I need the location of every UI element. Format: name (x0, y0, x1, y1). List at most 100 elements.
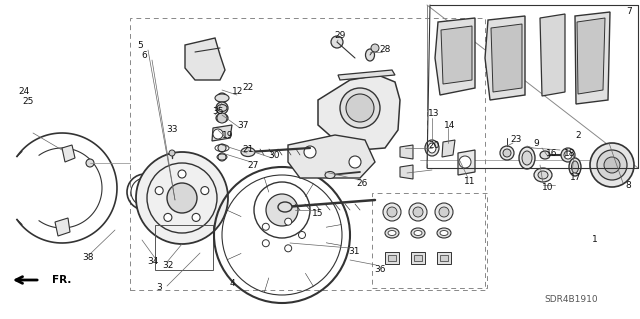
Text: 38: 38 (83, 254, 93, 263)
Ellipse shape (519, 147, 535, 169)
Polygon shape (400, 165, 413, 179)
Text: 14: 14 (444, 121, 456, 130)
Ellipse shape (569, 158, 581, 176)
Text: 27: 27 (247, 160, 259, 169)
Ellipse shape (365, 49, 374, 61)
Circle shape (459, 156, 471, 168)
Text: 31: 31 (348, 248, 360, 256)
Circle shape (218, 153, 226, 161)
Circle shape (435, 203, 453, 221)
Circle shape (383, 203, 401, 221)
Text: 3: 3 (156, 284, 162, 293)
Circle shape (340, 88, 380, 128)
Bar (155, 225, 213, 270)
Circle shape (192, 213, 200, 221)
Text: 20: 20 (428, 140, 440, 150)
Circle shape (262, 223, 269, 230)
Text: 12: 12 (232, 87, 244, 97)
Circle shape (218, 144, 226, 152)
Polygon shape (55, 218, 70, 236)
Ellipse shape (216, 114, 228, 122)
Text: 7: 7 (626, 8, 632, 17)
Ellipse shape (241, 147, 255, 157)
Ellipse shape (325, 172, 335, 179)
Ellipse shape (540, 151, 550, 159)
Circle shape (604, 157, 620, 173)
Circle shape (503, 149, 511, 157)
Text: 21: 21 (243, 145, 253, 154)
Polygon shape (62, 145, 75, 162)
Text: 34: 34 (147, 256, 159, 265)
Text: 22: 22 (243, 84, 253, 93)
Circle shape (86, 159, 94, 167)
Circle shape (597, 150, 627, 180)
Polygon shape (435, 18, 475, 95)
Circle shape (213, 129, 223, 139)
Bar (372, 193, 487, 288)
Text: 37: 37 (237, 121, 249, 130)
Text: 36: 36 (374, 265, 386, 275)
Circle shape (262, 240, 269, 247)
Bar (427, 5, 638, 168)
Text: 10: 10 (542, 183, 554, 192)
Bar (385, 252, 399, 264)
Text: 15: 15 (312, 209, 324, 218)
Text: SDR4B1910: SDR4B1910 (544, 295, 598, 305)
Ellipse shape (428, 143, 436, 153)
Ellipse shape (522, 151, 532, 165)
Circle shape (346, 94, 374, 122)
Polygon shape (485, 16, 525, 100)
Text: 11: 11 (464, 177, 476, 187)
Circle shape (590, 143, 634, 187)
Text: 17: 17 (570, 174, 582, 182)
Ellipse shape (217, 105, 227, 112)
Text: 33: 33 (166, 125, 178, 135)
Ellipse shape (278, 202, 292, 212)
Text: 23: 23 (510, 136, 522, 145)
Circle shape (387, 207, 397, 217)
Text: 1: 1 (592, 235, 598, 244)
Polygon shape (540, 14, 565, 96)
Circle shape (217, 113, 227, 123)
Circle shape (201, 187, 209, 195)
Bar (411, 252, 425, 264)
Circle shape (564, 151, 572, 159)
Ellipse shape (414, 231, 422, 235)
Bar (437, 252, 451, 264)
Polygon shape (441, 26, 472, 84)
Polygon shape (338, 70, 395, 80)
Circle shape (331, 36, 343, 48)
Text: FR.: FR. (52, 275, 72, 285)
Text: 18: 18 (564, 149, 576, 158)
Circle shape (561, 148, 575, 162)
Text: 26: 26 (356, 179, 368, 188)
Ellipse shape (425, 140, 439, 156)
Text: 29: 29 (334, 32, 346, 41)
Circle shape (217, 93, 227, 103)
Text: 16: 16 (547, 149, 557, 158)
Polygon shape (577, 18, 605, 94)
Ellipse shape (388, 231, 396, 235)
Bar (440, 255, 448, 261)
Ellipse shape (215, 94, 229, 102)
Circle shape (167, 183, 197, 213)
Bar (130, 18, 485, 290)
Circle shape (349, 156, 361, 168)
Polygon shape (575, 12, 610, 104)
Polygon shape (318, 75, 400, 150)
Text: 30: 30 (268, 151, 280, 160)
Circle shape (285, 218, 292, 225)
Text: 9: 9 (533, 138, 539, 147)
Text: 4: 4 (229, 278, 235, 287)
Circle shape (285, 245, 292, 252)
Bar (388, 255, 396, 261)
Circle shape (304, 146, 316, 158)
Text: 19: 19 (222, 130, 234, 139)
Text: 35: 35 (212, 108, 224, 116)
Text: 32: 32 (163, 261, 173, 270)
Text: 24: 24 (19, 87, 29, 97)
Ellipse shape (538, 171, 548, 179)
Circle shape (216, 102, 228, 114)
Polygon shape (212, 125, 232, 141)
Circle shape (266, 194, 298, 226)
